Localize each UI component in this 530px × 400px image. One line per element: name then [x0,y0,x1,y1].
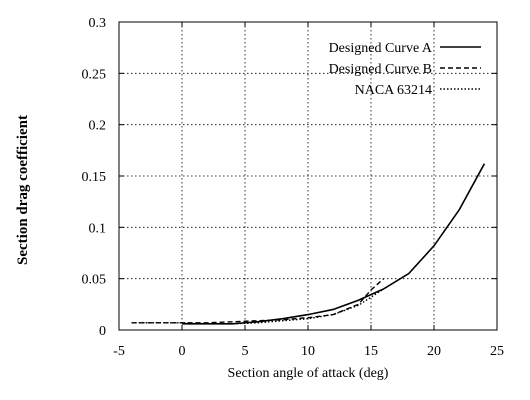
x-axis-label: Section angle of attack (deg) [228,366,389,381]
y-tick-label: 0 [99,324,106,339]
series-line-2 [131,278,385,324]
y-tick-label: 0.1 [89,221,107,236]
grid-lines [119,22,497,330]
x-tick-label: 25 [490,344,504,359]
legend-label-1: Designed Curve A [329,41,433,56]
axis-ticks: -5 0 5 10 15 20 25 0 0.05 0.1 0.15 0.2 0.25 0.3 [82,16,505,359]
x-tick-label: 5 [242,344,249,359]
y-axis-label: Section drag coefficient [15,115,31,265]
y-tick-label: 0.05 [82,273,107,288]
series-layer [131,163,486,325]
x-tick-label: 15 [364,344,378,359]
x-tick-label: 20 [427,344,441,359]
legend-label-3: NACA 63214 [355,83,432,98]
series-line-1 [182,163,486,325]
x-tick-label: 0 [179,344,186,359]
y-tick-label: 0.15 [82,170,107,185]
y-tick-label: 0.3 [89,16,107,31]
x-tick-label: -5 [113,344,125,359]
series-line-3 [131,288,384,325]
x-tick-label: 10 [301,344,315,359]
legend-label-2: Designed Curve B [329,62,432,77]
y-tick-label: 0.2 [89,119,107,134]
y-tick-label: 0.25 [82,67,107,82]
legend: Designed Curve A Designed Curve B NACA 632… [329,41,481,98]
